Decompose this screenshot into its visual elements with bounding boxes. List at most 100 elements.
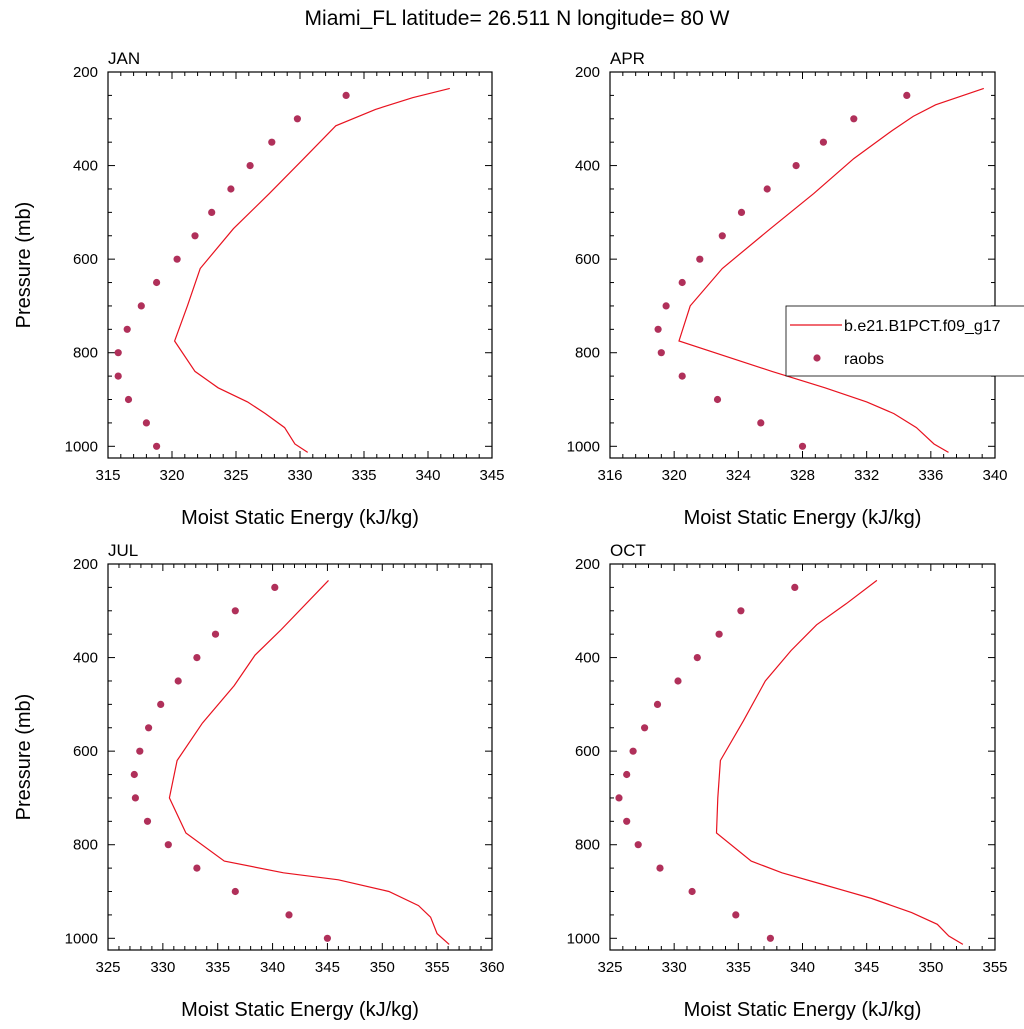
panel-grid: JAN 315 320 325 330 335 340 345 200 400 600 800 1000… — [13, 49, 1008, 1021]
raobs-point — [227, 185, 235, 193]
x-tick-label: 316 — [597, 467, 622, 484]
raobs-point — [191, 232, 199, 240]
y-tick-label: 1000 — [65, 930, 98, 947]
y-tick-label: 1000 — [567, 930, 600, 947]
panel-jul: JUL 325 330 335 340 345 350 355 360 200 400 600 800 1… — [13, 541, 505, 1021]
raobs-point — [136, 747, 144, 755]
raobs-point — [114, 372, 122, 380]
x-tick-label: 325 — [223, 467, 248, 484]
raobs-point — [164, 841, 172, 849]
raobs-point — [657, 349, 665, 357]
x-tick-label: 315 — [95, 467, 120, 484]
x-tick-label: 340 — [260, 959, 285, 976]
raobs-point — [757, 419, 765, 427]
raobs-point — [285, 911, 293, 919]
x-tick-label: 320 — [662, 467, 687, 484]
raobs-point — [674, 677, 682, 685]
raobs-point — [653, 700, 662, 709]
raobs-point — [131, 794, 139, 802]
y-tick-label: 400 — [73, 650, 98, 667]
raobs-point — [623, 770, 631, 779]
x-tick-label: 336 — [918, 467, 943, 484]
raobs-point — [246, 162, 254, 170]
raobs-point — [153, 442, 161, 450]
plot-frame — [107, 71, 493, 459]
raobs-point — [688, 887, 696, 896]
plot-frame — [107, 563, 493, 951]
raobs-point — [153, 278, 161, 287]
raobs-point — [615, 794, 623, 802]
raobs-point — [323, 934, 331, 942]
raobs-point — [293, 115, 301, 123]
y-tick-label: 1000 — [65, 438, 98, 455]
model-series-line — [678, 87, 984, 453]
panel-jan: JAN 315 320 325 330 335 340 345 200 400 600 800 1000… — [13, 49, 505, 529]
raobs-point — [629, 747, 637, 755]
raobs-point — [713, 395, 722, 404]
y-tick-label: 200 — [73, 64, 98, 81]
raobs-point — [124, 395, 133, 404]
legend-label-raobs: raobs — [844, 351, 884, 368]
raobs-point — [792, 162, 800, 170]
x-tick-label: 324 — [726, 467, 751, 484]
plot-frame — [609, 71, 996, 459]
x-tick-label: 355 — [982, 959, 1007, 976]
raobs-point — [696, 255, 704, 263]
raobs-point — [145, 724, 153, 732]
raobs-point — [193, 654, 201, 662]
raobs-point — [137, 302, 145, 310]
raobs-point — [342, 91, 350, 99]
raobs-point — [231, 887, 239, 896]
raobs-point — [114, 349, 122, 357]
raobs-point — [174, 677, 182, 685]
raobs-point — [123, 325, 131, 333]
x-tick-label: 330 — [662, 959, 687, 976]
raobs-point — [211, 630, 220, 638]
raobs-point — [678, 278, 686, 287]
x-tick-label: 330 — [287, 467, 312, 484]
raobs-point — [819, 138, 828, 146]
x-tick-label: 350 — [918, 959, 943, 976]
raobs-point — [766, 934, 775, 942]
y-tick-label: 400 — [73, 158, 98, 175]
x-tick-label: 360 — [479, 959, 504, 976]
y-tick-label: 800 — [73, 837, 98, 854]
raobs-point — [656, 864, 664, 872]
plot-frame — [609, 563, 996, 951]
y-tick-label: 1000 — [567, 438, 600, 455]
y-tick-label: 600 — [575, 251, 600, 268]
raobs-point — [763, 185, 771, 193]
raobs-point — [173, 255, 181, 263]
raobs-point — [732, 911, 740, 919]
raobs-point — [623, 817, 631, 825]
x-tick-label: 355 — [425, 959, 450, 976]
y-tick-label: 600 — [73, 743, 98, 760]
raobs-point — [850, 115, 858, 123]
x-tick-label: 340 — [982, 467, 1007, 484]
x-tick-label: 340 — [790, 959, 815, 976]
y-tick-label: 800 — [73, 345, 98, 362]
raobs-point — [142, 419, 150, 427]
raobs-point — [193, 864, 201, 872]
panel-title: JUL — [108, 541, 138, 560]
x-tick-label: 325 — [95, 959, 120, 976]
panel-oct: OCT 325 330 335 340 345 350 355 200 400 600 800 1000… — [567, 541, 1008, 1021]
raobs-point — [662, 302, 670, 310]
raobs-point — [791, 583, 799, 592]
y-tick-label: 200 — [575, 64, 600, 81]
raobs-point — [693, 654, 701, 662]
y-tick-label: 800 — [575, 837, 600, 854]
figure-title: Miami_FL latitude= 26.511 N longitude= 8… — [305, 7, 730, 30]
y-tick-label: 200 — [575, 556, 600, 573]
raobs-point — [718, 232, 726, 240]
legend: b.e21.B1PCT.f09_g17 raobs — [785, 305, 1024, 377]
x-tick-label: 335 — [205, 959, 230, 976]
model-series-line — [173, 87, 450, 453]
raobs-point — [678, 372, 686, 380]
raobs-point — [903, 91, 911, 99]
x-tick-label: 335 — [726, 959, 751, 976]
x-tick-label: 345 — [854, 959, 879, 976]
raobs-point — [130, 770, 138, 779]
raobs-point — [654, 325, 662, 333]
